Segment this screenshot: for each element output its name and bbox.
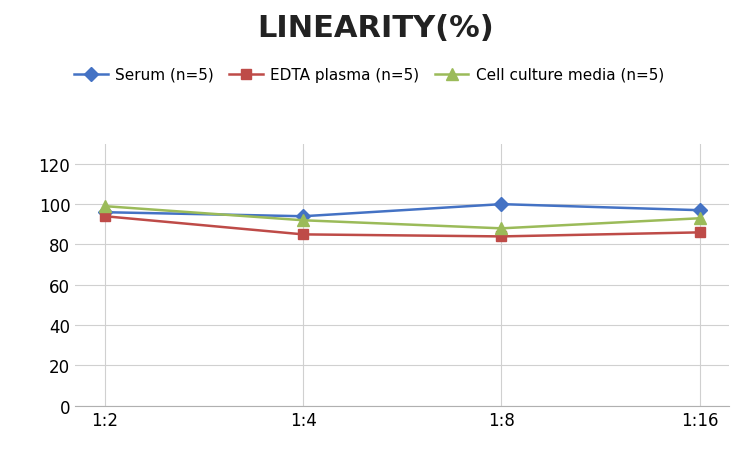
Text: LINEARITY(%): LINEARITY(%) (258, 14, 494, 42)
Serum (n=5) (497, 202, 506, 207)
Cell culture media (n=5) (497, 226, 506, 231)
Cell culture media (n=5) (695, 216, 704, 221)
Line: EDTA plasma (n=5): EDTA plasma (n=5) (100, 212, 705, 242)
EDTA plasma (n=5) (695, 230, 704, 235)
Line: Serum (n=5): Serum (n=5) (100, 200, 705, 221)
Legend: Serum (n=5), EDTA plasma (n=5), Cell culture media (n=5): Serum (n=5), EDTA plasma (n=5), Cell cul… (68, 62, 671, 89)
Serum (n=5) (695, 208, 704, 213)
Serum (n=5) (299, 214, 308, 220)
Cell culture media (n=5) (299, 218, 308, 224)
Cell culture media (n=5) (101, 204, 110, 209)
EDTA plasma (n=5) (299, 232, 308, 238)
EDTA plasma (n=5) (497, 234, 506, 239)
Serum (n=5) (101, 210, 110, 216)
Line: Cell culture media (n=5): Cell culture media (n=5) (99, 201, 705, 235)
EDTA plasma (n=5) (101, 214, 110, 220)
